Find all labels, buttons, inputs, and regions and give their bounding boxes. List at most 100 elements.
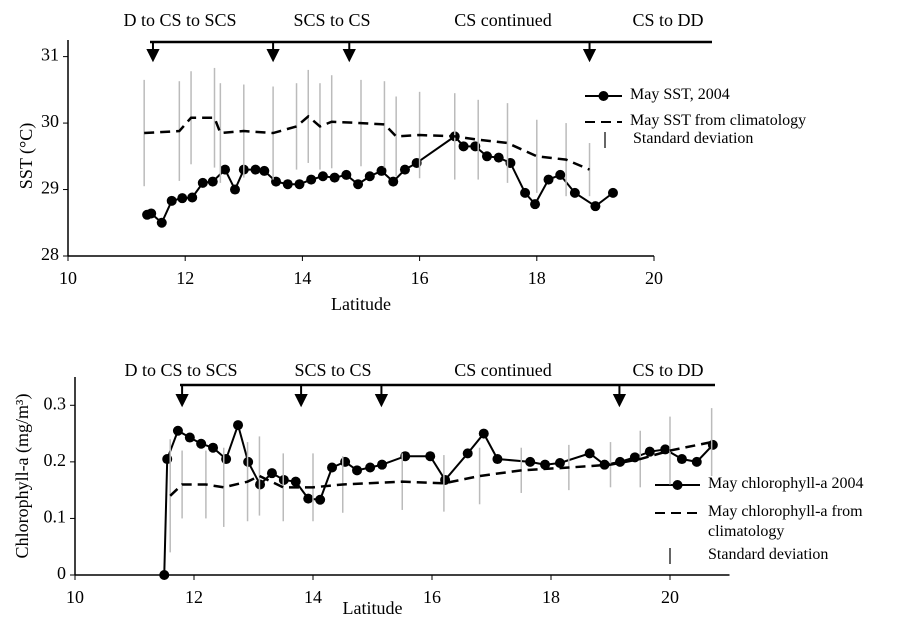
x-tick-label: 14 — [293, 268, 311, 288]
data-point — [676, 454, 687, 465]
legend-label: Standard deviation — [633, 130, 754, 147]
data-point — [376, 165, 387, 176]
phase-label: CS to DD — [632, 10, 703, 30]
data-point — [425, 451, 436, 462]
data-point — [184, 432, 195, 443]
y-tick-label: 28 — [41, 244, 59, 264]
data-point — [607, 187, 618, 198]
phase-arrow — [175, 385, 189, 408]
data-point — [341, 169, 352, 180]
data-point — [282, 179, 293, 190]
data-point — [156, 217, 167, 228]
phase-label: CS continued — [454, 10, 552, 30]
y-tick-label: 30 — [41, 111, 59, 131]
data-point — [530, 199, 541, 210]
x-axis-label: Latitude — [331, 294, 391, 314]
data-point — [221, 454, 232, 465]
data-point — [493, 152, 504, 163]
x-tick-label: 12 — [176, 268, 194, 288]
phase-arrow — [266, 42, 280, 63]
data-point — [584, 448, 595, 459]
data-point — [230, 184, 241, 195]
data-point — [233, 420, 244, 431]
y-tick-label: 31 — [41, 45, 59, 65]
data-point — [377, 459, 388, 470]
data-point — [208, 442, 219, 453]
y-tick-label: 0.1 — [44, 507, 67, 527]
legend-label-box: May SST from climatology — [630, 112, 806, 129]
legend-key-marker — [598, 91, 609, 101]
legend-label-box: Standard deviation — [633, 130, 754, 147]
data-point — [462, 448, 473, 459]
data-point — [520, 187, 531, 198]
data-point — [399, 164, 410, 175]
legend-label-box: May chlorophyll-a 2004 — [708, 475, 864, 492]
data-point — [317, 171, 328, 182]
data-point — [365, 462, 376, 473]
x-tick-label: 14 — [304, 587, 322, 607]
data-point — [166, 195, 177, 206]
legend-label-box: Standard deviation — [708, 546, 829, 563]
y-axis-label: SST (°C) — [16, 123, 37, 189]
data-point — [294, 179, 305, 190]
data-point — [644, 446, 655, 457]
y-tick-label: 29 — [41, 178, 59, 198]
data-point — [196, 438, 207, 449]
data-point — [146, 208, 157, 219]
legend-label: May SST, 2004 — [630, 86, 730, 103]
data-point — [615, 456, 626, 467]
x-tick-label: 10 — [66, 587, 84, 607]
x-tick-label: 10 — [59, 268, 77, 288]
data-point — [352, 465, 363, 476]
data-point — [172, 425, 183, 436]
series-line — [169, 440, 712, 497]
phase-arrow — [582, 42, 597, 63]
legend-label: Standard deviation — [708, 546, 829, 563]
data-point — [327, 462, 338, 473]
data-point — [197, 177, 208, 188]
x-tick-label: 20 — [645, 268, 663, 288]
data-point — [543, 174, 554, 185]
data-point — [353, 179, 364, 190]
phase-arrow — [612, 385, 627, 408]
data-point — [599, 459, 610, 470]
data-point — [569, 187, 580, 198]
x-tick-label: 18 — [528, 268, 546, 288]
phase-arrow — [146, 42, 160, 63]
data-point — [250, 164, 261, 175]
data-point — [492, 454, 503, 465]
data-point — [554, 457, 565, 468]
data-point — [691, 456, 702, 467]
data-point — [187, 192, 198, 203]
data-point — [259, 165, 270, 176]
data-point — [590, 201, 601, 212]
data-point — [207, 176, 218, 187]
data-point — [159, 570, 170, 580]
legend-label: May chlorophyll-a 2004 — [708, 475, 864, 492]
data-point — [364, 171, 375, 182]
y-tick-label: 0.3 — [44, 393, 67, 413]
data-point — [540, 459, 551, 470]
data-point — [303, 493, 314, 504]
x-tick-label: 16 — [411, 268, 429, 288]
y-axis-label: Chlorophyll-a (mg/m³) — [12, 394, 33, 559]
data-point — [306, 174, 317, 185]
y-tick-label: 0.2 — [44, 450, 67, 470]
data-point — [177, 193, 188, 204]
data-point — [220, 164, 231, 175]
series-line — [163, 421, 714, 576]
x-tick-label: 20 — [661, 587, 679, 607]
legend-label-box: May SST, 2004 — [630, 86, 730, 103]
data-point — [329, 172, 340, 183]
data-point — [525, 456, 536, 467]
series-line — [144, 114, 591, 171]
y-tick-label: 0 — [57, 563, 66, 583]
data-point — [266, 468, 277, 479]
phase-label: SCS to CS — [293, 10, 370, 30]
x-tick-label: 16 — [423, 587, 441, 607]
data-point — [290, 476, 301, 487]
legend-key-marker — [672, 480, 683, 490]
data-point — [388, 176, 399, 187]
